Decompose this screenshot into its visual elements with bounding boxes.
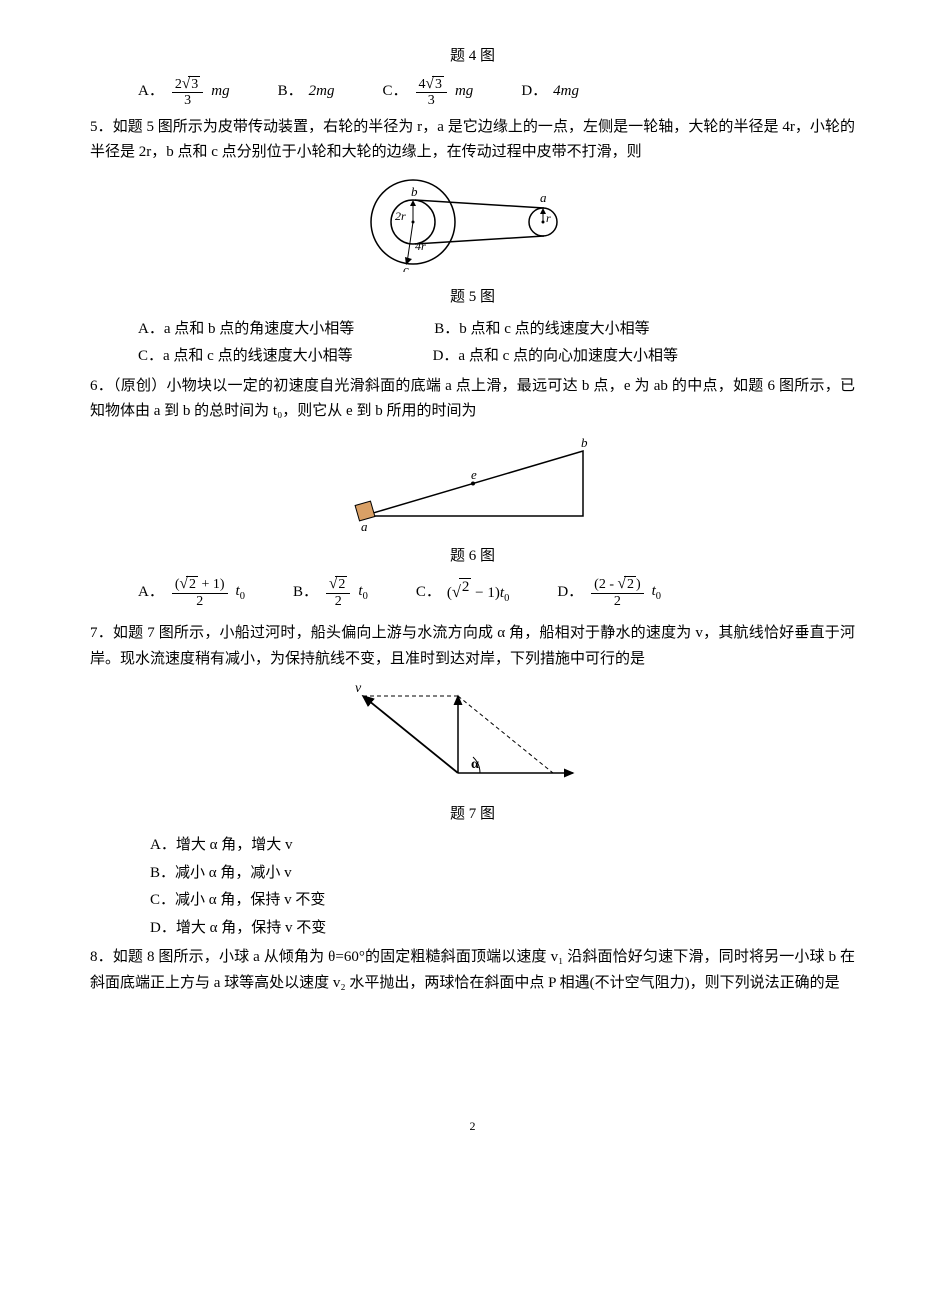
q8-stem: 8．如题 8 图所示，小球 a 从倾角为 θ=60°的固定粗糙斜面顶端以速度 v… xyxy=(90,945,855,996)
fraction: (2 - 2) 2 xyxy=(591,576,643,609)
q5-stem: 5．如题 5 图所示为皮带传动装置，右轮的半径为 r，a 是它边缘上的一点，左侧… xyxy=(90,115,855,166)
fraction: (2 + 1) 2 xyxy=(172,576,228,609)
opt-label: A． xyxy=(138,79,164,105)
q6-figure: a b e xyxy=(90,431,855,541)
q4-opt-C: C． 43 3 mg xyxy=(383,76,474,109)
svg-text:b: b xyxy=(411,184,418,199)
q7-fig-caption: 题 7 图 xyxy=(90,802,855,828)
q7-figure: v α xyxy=(90,678,855,798)
q5-options: A．a 点和 b 点的角速度大小相等 B．b 点和 c 点的线速度大小相等 C．… xyxy=(138,317,855,370)
q5-fig-caption: 题 5 图 xyxy=(90,285,855,311)
q4-options: A． 23 3 mg B． 2mg C． 43 3 mg D． 4mg xyxy=(138,76,855,109)
q6-opt-A: A． (2 + 1) 2 t0 xyxy=(138,576,245,609)
svg-text:b: b xyxy=(581,435,588,450)
q5-opt-A: A．a 点和 b 点的角速度大小相等 xyxy=(138,317,354,343)
opt-label: C． xyxy=(383,79,408,105)
opt-label: A． xyxy=(138,580,164,606)
q6-opt-C: C． (2 − 1)t0 xyxy=(416,578,509,608)
svg-text:v: v xyxy=(355,681,362,696)
fraction: 43 3 xyxy=(416,76,447,109)
q5-opt-C: C．a 点和 c 点的线速度大小相等 xyxy=(138,344,353,370)
opt-label: D． xyxy=(521,79,547,105)
q7-opt-B: B．减小 α 角，减小 v xyxy=(150,861,855,887)
q6-stem: 6．（原创）小物块以一定的初速度自光滑斜面的底端 a 点上滑，最远可达 b 点，… xyxy=(90,374,855,425)
fraction: 2 2 xyxy=(326,576,350,609)
opt-label: D． xyxy=(557,580,583,606)
opt-label: C． xyxy=(416,580,441,606)
q4-opt-A: A． 23 3 mg xyxy=(138,76,230,109)
svg-text:r: r xyxy=(546,211,551,225)
q7-opt-A: A．增大 α 角，增大 v xyxy=(150,833,855,859)
q7-opt-C: C．减小 α 角，保持 v 不变 xyxy=(150,888,855,914)
svg-text:a: a xyxy=(540,190,547,205)
q6-opt-D: D． (2 - 2) 2 t0 xyxy=(557,576,661,609)
page-number: 2 xyxy=(90,1116,855,1136)
q5-opt-B: B．b 点和 c 点的线速度大小相等 xyxy=(434,317,649,343)
q4-opt-B: B． 2mg xyxy=(278,79,335,105)
q7-stem: 7．如题 7 图所示，小船过河时，船头偏向上游与水流方向成 α 角，船相对于静水… xyxy=(90,621,855,672)
q6-opt-B: B． 2 2 t0 xyxy=(293,576,368,609)
q6-options: A． (2 + 1) 2 t0 B． 2 2 t0 C． (2 − 1)t0 D… xyxy=(138,576,855,609)
q5-figure: b 2r c 4r a r xyxy=(90,172,855,282)
q5-opt-D: D．a 点和 c 点的向心加速度大小相等 xyxy=(433,344,678,370)
svg-text:4r: 4r xyxy=(415,239,426,253)
q6-fig-caption: 题 6 图 xyxy=(90,544,855,570)
q7-options: A．增大 α 角，增大 v B．减小 α 角，减小 v C．减小 α 角，保持 … xyxy=(150,833,855,941)
svg-text:e: e xyxy=(471,467,477,482)
svg-text:2r: 2r xyxy=(395,209,406,223)
svg-text:a: a xyxy=(361,519,368,531)
fraction: 23 3 xyxy=(172,76,203,109)
q4-opt-D: D． 4mg xyxy=(521,79,579,105)
opt-label: B． xyxy=(278,79,303,105)
svg-text:α: α xyxy=(471,757,479,772)
opt-label: B． xyxy=(293,580,318,606)
q4-fig-caption: 题 4 图 xyxy=(90,44,855,70)
q7-opt-D: D．增大 α 角，保持 v 不变 xyxy=(150,916,855,942)
